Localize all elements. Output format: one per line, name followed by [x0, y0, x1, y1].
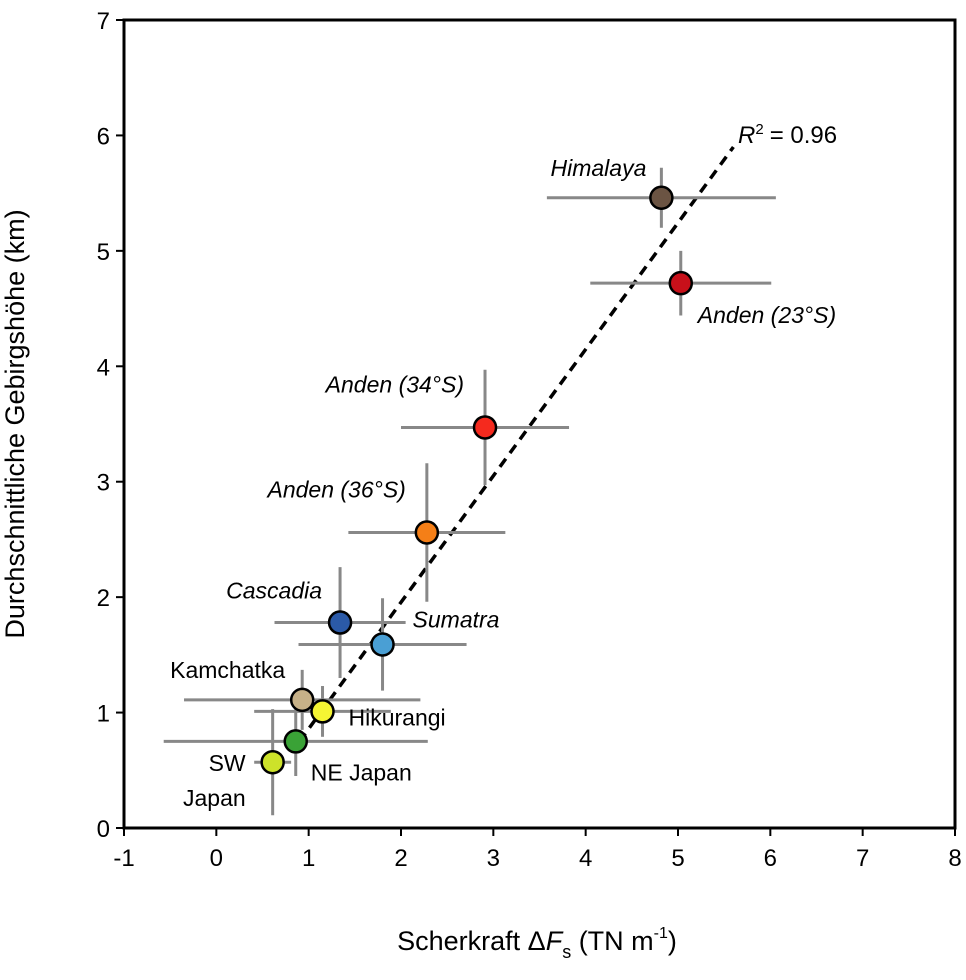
point-label: NE Japan	[311, 759, 412, 785]
plot-frame	[122, 18, 957, 830]
point	[370, 632, 395, 657]
point	[649, 185, 674, 211]
x-tick-label: 5	[671, 845, 684, 872]
point	[668, 270, 694, 296]
r-text: = 0.96	[770, 122, 837, 149]
x-tick-label: 8	[948, 845, 961, 872]
point-label: Japan	[183, 785, 246, 811]
r-symbol: R	[738, 122, 755, 149]
y-tick-label: 4	[97, 354, 110, 381]
point-label: Hikurangi	[349, 704, 446, 730]
x-axis-label: Scherkraft ΔFs (TN m-1)	[397, 925, 677, 962]
point-label: SW	[209, 750, 246, 776]
y-tick-label: 7	[97, 8, 110, 35]
point	[414, 520, 440, 545]
x-tick-label: 7	[856, 845, 869, 872]
x-label-sub: s	[562, 942, 571, 962]
x-tick-label: 4	[579, 845, 592, 872]
x-tick-label: 1	[302, 845, 315, 872]
point-label: Cascadia	[226, 578, 322, 604]
y-tick-label: 0	[97, 816, 110, 843]
x-tick-label: 6	[764, 845, 777, 872]
y-tick-label: 5	[97, 239, 110, 266]
x-label-unit: (TN m	[571, 926, 653, 956]
x-label-end: )	[668, 926, 677, 956]
y-tick-label: 1	[97, 701, 110, 728]
y-tick-label: 2	[97, 585, 110, 612]
x-tick-label: 0	[210, 845, 223, 872]
x-label-exp: -1	[654, 925, 668, 942]
r2-annotation: R2 = 0.96	[738, 121, 837, 149]
trendline	[298, 145, 735, 743]
point-label: Anden (34°S)	[324, 371, 464, 397]
point	[327, 610, 353, 635]
x-tick-label: 2	[394, 845, 407, 872]
y-tick-label: 6	[97, 123, 110, 150]
point	[260, 749, 285, 775]
point	[310, 699, 335, 724]
point-label: Kamchatka	[170, 657, 285, 683]
point	[289, 687, 315, 713]
point	[283, 729, 308, 754]
x-tick-label: 3	[487, 845, 500, 872]
point	[472, 415, 498, 440]
point-label: Anden (23°S)	[696, 302, 836, 328]
point-label: Himalaya	[551, 155, 647, 181]
point-label: Sumatra	[413, 606, 500, 632]
x-label-main: Scherkraft Δ	[397, 926, 546, 956]
x-tick-label: -1	[113, 845, 134, 872]
y-tick-label: 3	[97, 470, 110, 497]
point-label: Anden (36°S)	[266, 477, 406, 503]
r-exp: 2	[755, 121, 763, 138]
y-axis-label: Durchschnittliche Gebirgshöhe (km)	[0, 209, 30, 638]
x-label-var: F	[546, 926, 564, 956]
